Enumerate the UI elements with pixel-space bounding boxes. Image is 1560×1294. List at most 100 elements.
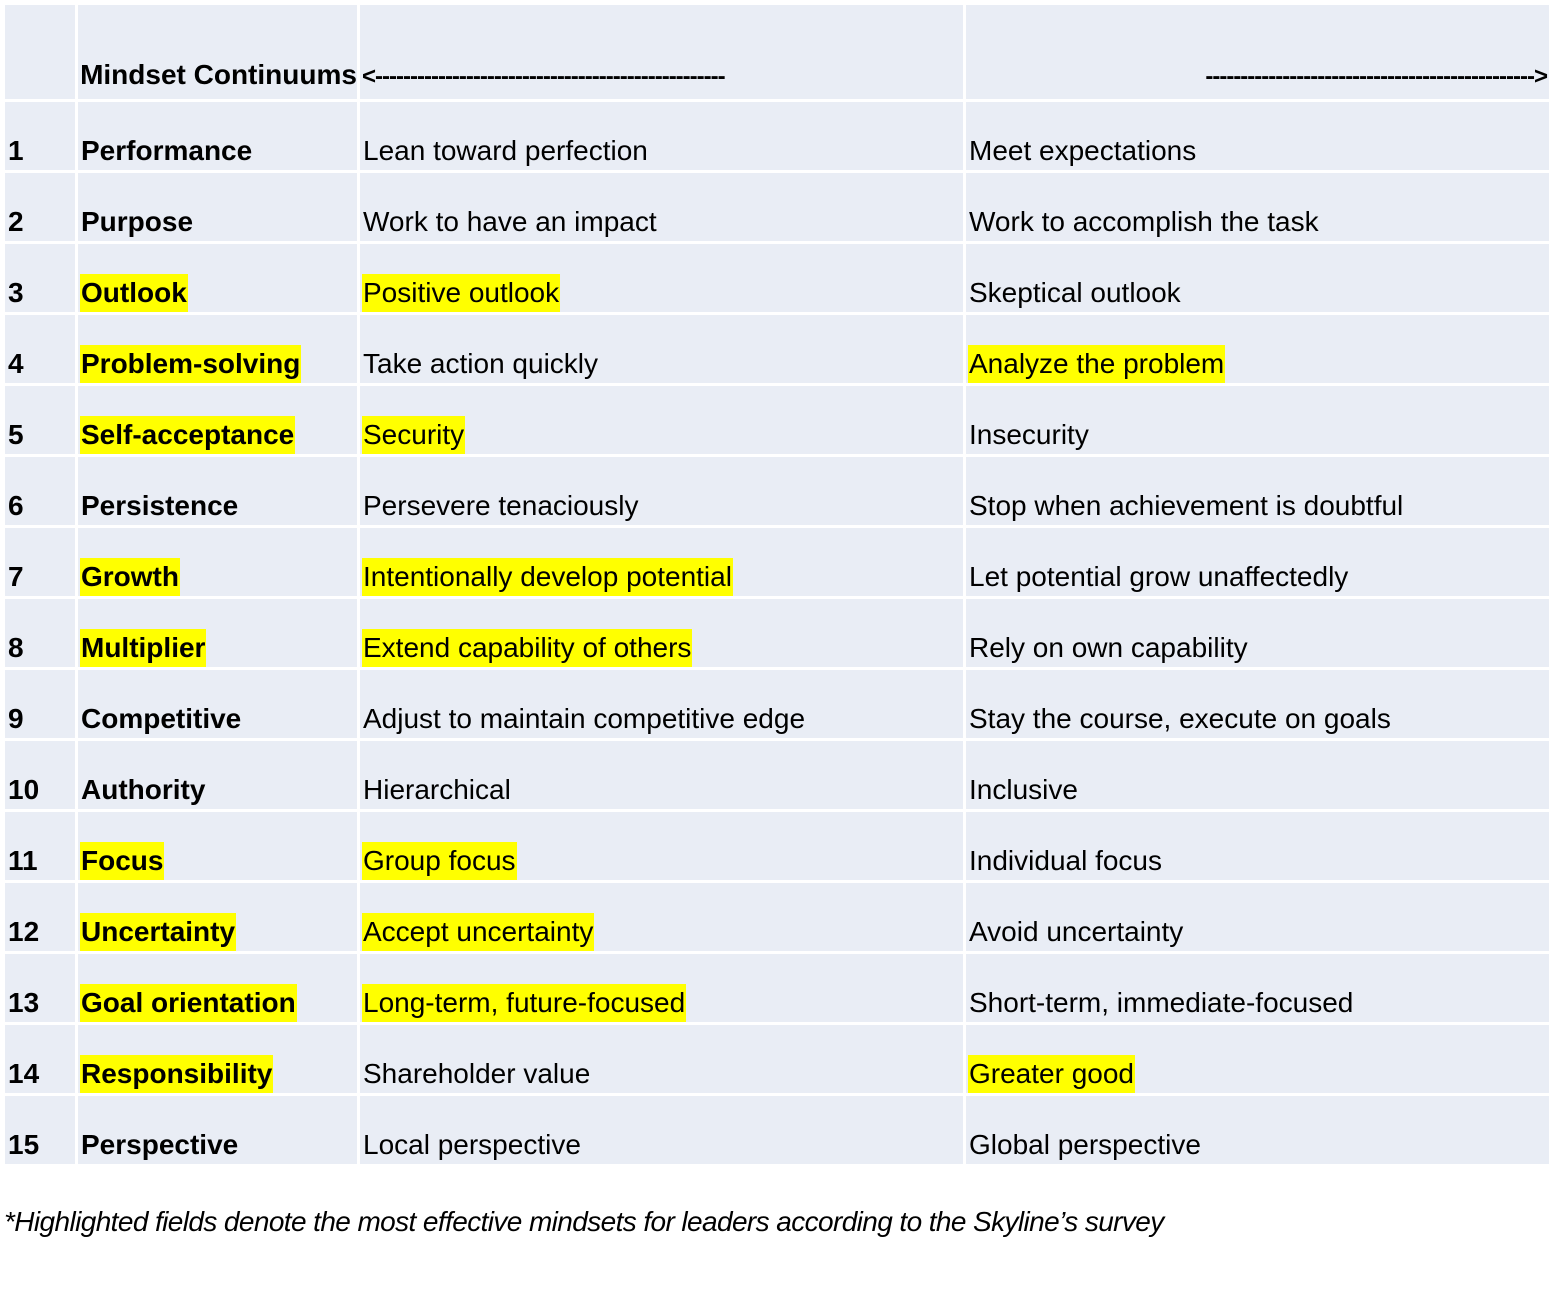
table-row: 6 Persistence Persevere tenaciously Stop wh… [5,457,1549,525]
row-number: 14 [8,1058,40,1089]
row-number-cell: 9 [5,670,75,738]
left-pole: Lean toward perfection [363,135,648,166]
right-pole: Rely on own capability [969,632,1248,663]
mindset-name-cell: Focus [78,812,357,880]
row-number-cell: 10 [5,741,75,809]
left-pole-cell: Shareholder value [360,1025,963,1093]
mindset-name-cell: Uncertainty [78,883,357,951]
mindset-name: Multiplier [80,629,207,667]
header-arrow-right: ----------------------------------------… [966,5,1549,99]
table-row: 14 Responsibility Shareholder value Greater… [5,1025,1549,1093]
mindset-name-cell: Problem-solving [78,315,357,383]
mindset-name: Uncertainty [80,913,237,951]
mindset-name: Problem-solving [80,345,302,383]
row-number-cell: 15 [5,1096,75,1164]
right-pole-cell: Stop when achievement is doubtful [966,457,1549,525]
right-pole: Insecurity [969,419,1089,450]
mindset-name: Outlook [80,274,188,312]
mindset-name: Competitive [81,703,242,734]
mindset-name: Self-acceptance [80,416,296,454]
right-pole: Analyze the problem [968,345,1226,383]
mindset-table: Mindset Continuums <--------------------… [2,2,1552,1167]
mindset-name-cell: Growth [78,528,357,596]
left-pole-cell: Persevere tenaciously [360,457,963,525]
table-row: 2 Purpose Work to have an impact Work to ac… [5,173,1549,241]
mindset-name-cell: Multiplier [78,599,357,667]
row-number: 15 [8,1129,40,1160]
right-pole-cell: Analyze the problem [966,315,1549,383]
left-pole: Local perspective [363,1129,581,1160]
table-row: 12 Uncertainty Accept uncertainty Avoid unc… [5,883,1549,951]
row-number: 5 [8,419,24,450]
table-row: 3 Outlook Positive outlook Skeptical outloo… [5,244,1549,312]
table-row: 5 Self-acceptance Security Insecurity [5,386,1549,454]
footnote: *Highlighted fields denote the most effe… [4,1206,1164,1237]
right-pole: Stay the course, execute on goals [969,703,1391,734]
left-pole-cell: Adjust to maintain competitive edge [360,670,963,738]
left-pole-cell: Hierarchical [360,741,963,809]
mindset-name-cell: Goal orientation [78,954,357,1022]
left-pole: Positive outlook [362,274,561,312]
row-number: 3 [8,277,24,308]
table-row: 7 Growth Intentionally develop potential Le… [5,528,1549,596]
row-number: 11 [8,845,38,876]
row-number-cell: 13 [5,954,75,1022]
left-pole-cell: Extend capability of others [360,599,963,667]
right-pole-cell: Avoid uncertainty [966,883,1549,951]
table-row: 11 Focus Group focus Individual focus [5,812,1549,880]
left-pole: Take action quickly [363,348,599,379]
right-pole: Greater good [968,1055,1135,1093]
table-row: 1 Performance Lean toward perfection Meet e… [5,102,1549,170]
left-pole: Work to have an impact [363,206,657,237]
mindset-name: Performance [81,135,253,166]
mindset-name: Growth [80,558,180,596]
row-number-cell: 11 [5,812,75,880]
row-number-cell: 1 [5,102,75,170]
left-pole: Extend capability of others [362,629,693,667]
row-number: 12 [8,916,40,947]
header-arrow-left: <---------------------------------------… [360,5,963,99]
right-pole: Stop when achievement is doubtful [969,490,1404,521]
right-pole-cell: Rely on own capability [966,599,1549,667]
table-row: 8 Multiplier Extend capability of others Re… [5,599,1549,667]
row-number-cell: 12 [5,883,75,951]
right-pole-cell: Let potential grow unaffectedly [966,528,1549,596]
right-pole-cell: Skeptical outlook [966,244,1549,312]
left-pole-cell: Security [360,386,963,454]
row-number-cell: 7 [5,528,75,596]
right-pole: Let potential grow unaffectedly [969,561,1349,592]
row-number: 9 [8,703,24,734]
mindset-name: Authority [81,774,206,805]
left-pole: Group focus [362,842,517,880]
right-pole-cell: Inclusive [966,741,1549,809]
row-number-cell: 8 [5,599,75,667]
left-pole-cell: Lean toward perfection [360,102,963,170]
row-number: 10 [8,774,40,805]
row-number: 4 [8,348,24,379]
table-row: 15 Perspective Local perspective Global per… [5,1096,1549,1164]
left-pole: Security [362,416,466,454]
header-num-cell [5,5,75,99]
mindset-name-cell: Performance [78,102,357,170]
left-pole-cell: Intentionally develop potential [360,528,963,596]
mindset-name-cell: Outlook [78,244,357,312]
right-pole: Meet expectations [969,135,1197,166]
left-pole: Hierarchical [363,774,511,805]
left-pole: Adjust to maintain competitive edge [363,703,806,734]
row-number-cell: 14 [5,1025,75,1093]
mindset-name: Perspective [81,1129,239,1160]
mindset-name-cell: Perspective [78,1096,357,1164]
table-row: 10 Authority Hierarchical Inclusive [5,741,1549,809]
mindset-name-cell: Responsibility [78,1025,357,1093]
left-pole-cell: Take action quickly [360,315,963,383]
mindset-name: Focus [80,842,165,880]
left-pole: Shareholder value [363,1058,591,1089]
mindset-name-cell: Self-acceptance [78,386,357,454]
left-pole: Accept uncertainty [362,913,595,951]
right-pole: Global perspective [969,1129,1201,1160]
row-number: 7 [8,561,24,592]
right-pole-cell: Global perspective [966,1096,1549,1164]
right-pole: Work to accomplish the task [969,206,1319,237]
right-pole-cell: Short-term, immediate-focused [966,954,1549,1022]
right-pole-cell: Stay the course, execute on goals [966,670,1549,738]
